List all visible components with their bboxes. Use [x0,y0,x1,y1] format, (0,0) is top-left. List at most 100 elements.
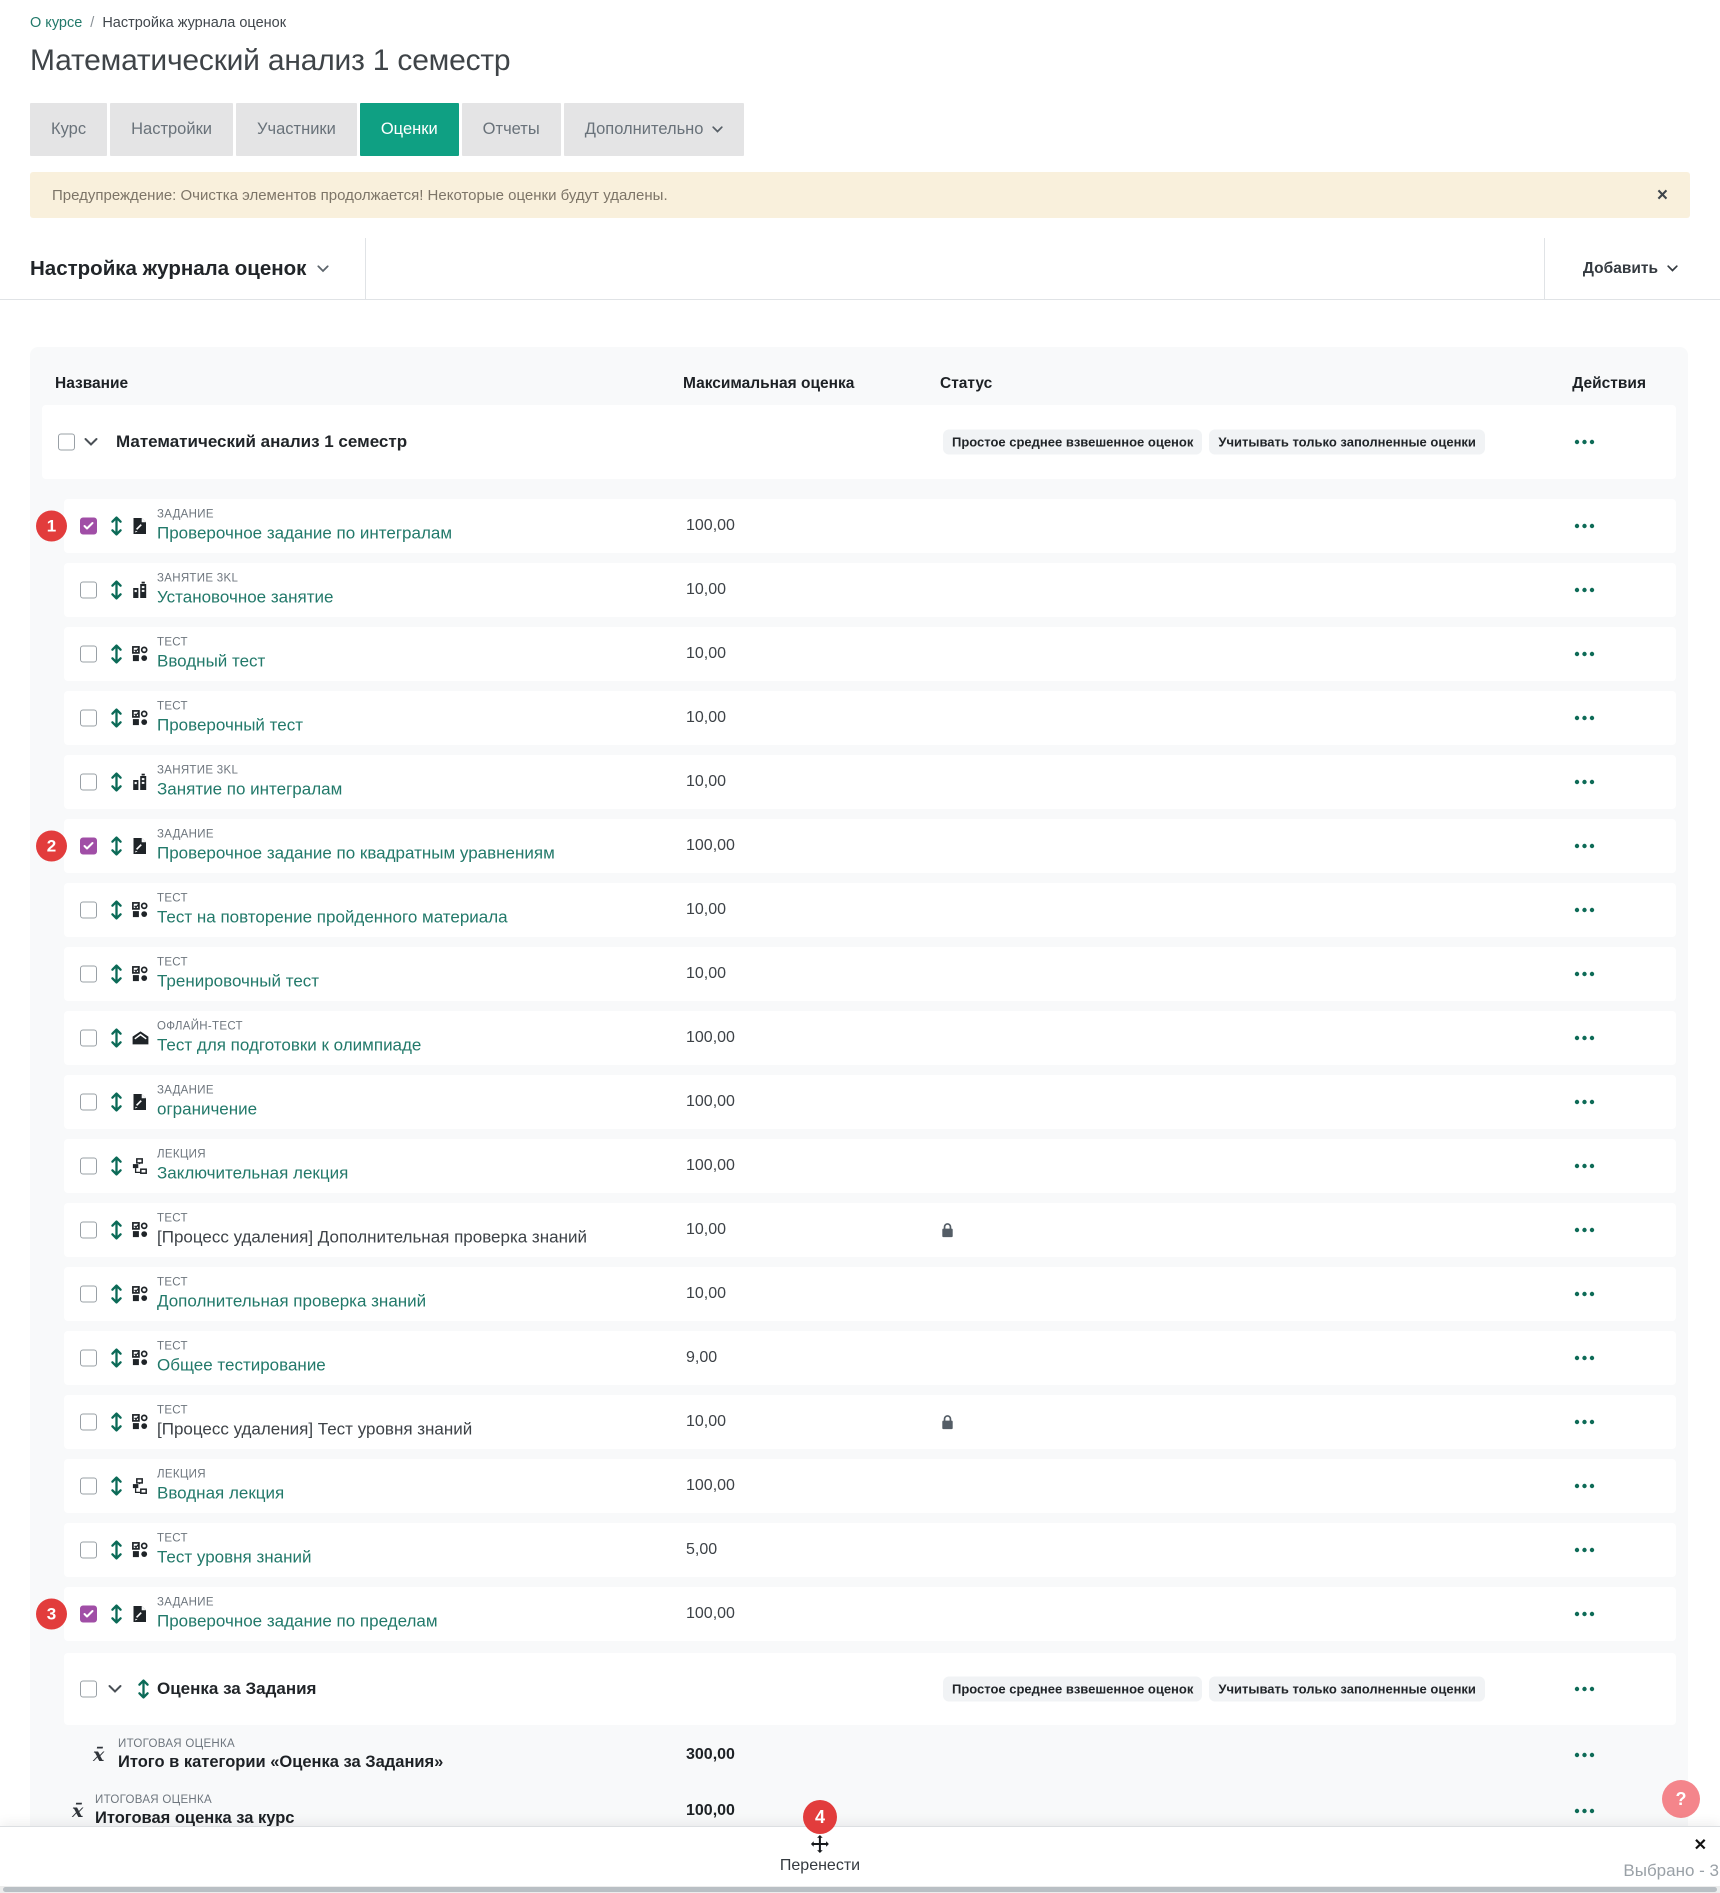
move-handle-icon[interactable] [109,644,124,665]
row-actions-menu[interactable] [1570,1031,1599,1045]
row-checkbox[interactable] [80,1285,97,1303]
close-icon[interactable]: ✕ [1693,1837,1707,1854]
category-checkbox[interactable] [58,433,75,451]
grade-item-type: ЗАДАНИЕ [157,1084,214,1097]
row-actions-menu[interactable] [1570,1351,1599,1365]
move-handle-icon[interactable] [109,1284,124,1305]
grade-item-name[interactable]: Установочное занятие [157,587,334,607]
move-handle-icon[interactable] [109,708,124,729]
grade-item-row: ТЕСТ Тренировочный тест 10,00 [64,947,1676,1001]
add-button[interactable]: Добавить [1543,238,1720,299]
grade-item-name[interactable]: Проверочное задание по интегралам [157,523,453,543]
grade-item-name[interactable]: Дополнительная проверка знаний [157,1291,427,1311]
row-actions-menu[interactable] [1570,1095,1599,1109]
row-checkbox[interactable] [80,1093,97,1111]
row-actions-menu[interactable] [1570,647,1599,661]
row-checkbox[interactable] [80,1477,97,1495]
row-checkbox[interactable] [80,1541,97,1559]
grade-item-name[interactable]: Вводная лекция [157,1483,285,1503]
move-handle-icon[interactable] [109,836,124,857]
move-handle-icon[interactable] [109,1092,124,1113]
grade-item-name[interactable]: Проверочный тест [157,715,303,735]
scrollbar-thumb[interactable] [3,1887,1717,1892]
row-actions-menu[interactable] [1570,1479,1599,1493]
move-handle-icon[interactable] [109,900,124,921]
move-handle-icon[interactable] [109,1604,124,1625]
row-actions-menu[interactable] [1570,967,1599,981]
move-handle-icon[interactable] [109,1220,124,1241]
grade-item-name[interactable]: Проверочное задание по пределам [157,1611,438,1631]
grade-item-name[interactable]: Тренировочный тест [157,971,320,991]
category-checkbox[interactable] [80,1680,97,1698]
row-checkbox[interactable] [80,645,97,663]
category-name: Оценка за Задания [157,1679,317,1698]
breadcrumb-link-course[interactable]: О курсе [30,15,83,31]
tab-reports[interactable]: Отчеты [461,103,561,156]
row-checkbox[interactable] [80,1157,97,1175]
row-actions-menu[interactable] [1570,775,1599,789]
row-checkbox[interactable] [80,1413,97,1431]
move-selected-button[interactable]: Перенести [780,1835,860,1875]
tab-participants[interactable]: Участники [236,103,357,156]
row-actions-menu[interactable] [1570,435,1599,449]
row-checkbox[interactable] [80,901,97,919]
move-handle-icon[interactable] [109,1028,124,1049]
row-checkbox[interactable] [80,1349,97,1367]
move-handle-icon[interactable] [109,964,124,985]
row-actions-menu[interactable] [1570,1287,1599,1301]
move-handle-icon[interactable] [109,772,124,793]
row-checkbox[interactable] [80,773,97,791]
grade-item-name[interactable]: Вводный тест [157,651,266,671]
grade-item-name[interactable]: Заключительная лекция [157,1163,349,1183]
row-checkbox[interactable] [80,709,97,727]
row-checkbox[interactable] [80,1221,97,1239]
grade-item-name[interactable]: Проверочное задание по квадратным уравне… [157,843,555,863]
move-handle-icon[interactable] [109,1476,124,1497]
row-actions-menu[interactable] [1570,903,1599,917]
row-actions-menu[interactable] [1570,1748,1599,1762]
row-checkbox[interactable] [80,837,97,855]
move-handle-icon[interactable] [136,1679,151,1700]
grade-item-name[interactable]: Тест для подготовки к олимпиаде [157,1035,422,1055]
gradebook-view-dropdown[interactable]: Настройка журнала оценок [0,238,367,299]
row-actions-menu[interactable] [1570,519,1599,533]
grade-item-type: ТЕСТ [157,1276,188,1289]
grade-item-name[interactable]: ограничение [157,1099,258,1119]
row-actions-menu[interactable] [1570,1159,1599,1173]
tab-course[interactable]: Курс [30,103,108,156]
row-actions-menu[interactable] [1570,1804,1599,1818]
grade-item-name[interactable]: Тест на повторение пройденного материала [157,907,508,927]
selected-count-label: Выбрано - 3 [1623,1861,1719,1880]
lecture-icon [132,1158,147,1174]
warning-close-icon[interactable]: × [1656,184,1668,206]
row-actions-menu[interactable] [1570,1543,1599,1557]
row-actions-menu[interactable] [1570,583,1599,597]
move-handle-icon[interactable] [109,1540,124,1561]
move-handle-icon[interactable] [109,1348,124,1369]
move-handle-icon[interactable] [109,580,124,601]
row-actions-menu[interactable] [1570,1415,1599,1429]
move-handle-icon[interactable] [109,1156,124,1177]
collapse-chevron-icon[interactable] [108,1685,122,1694]
row-checkbox[interactable] [80,1029,97,1047]
collapse-chevron-icon[interactable] [84,438,98,447]
grade-item-name[interactable]: Общее тестирование [157,1355,326,1375]
grade-item-name[interactable]: Тест уровня знаний [157,1547,312,1567]
row-checkbox[interactable] [80,1605,97,1623]
row-checkbox[interactable] [80,965,97,983]
quiz-icon [132,1350,148,1366]
tab-more[interactable]: Дополнительно [563,103,745,156]
row-actions-menu[interactable] [1570,1682,1599,1696]
row-checkbox[interactable] [80,517,97,535]
tab-settings[interactable]: Настройки [110,103,234,156]
help-button[interactable]: ? [1662,1780,1700,1818]
row-actions-menu[interactable] [1570,839,1599,853]
move-handle-icon[interactable] [109,1412,124,1433]
tab-grades[interactable]: Оценки [359,103,459,156]
move-handle-icon[interactable] [109,516,124,537]
row-actions-menu[interactable] [1570,1223,1599,1237]
row-checkbox[interactable] [80,581,97,599]
row-actions-menu[interactable] [1570,1607,1599,1621]
grade-item-name[interactable]: Занятие по интегралам [157,779,343,799]
row-actions-menu[interactable] [1570,711,1599,725]
